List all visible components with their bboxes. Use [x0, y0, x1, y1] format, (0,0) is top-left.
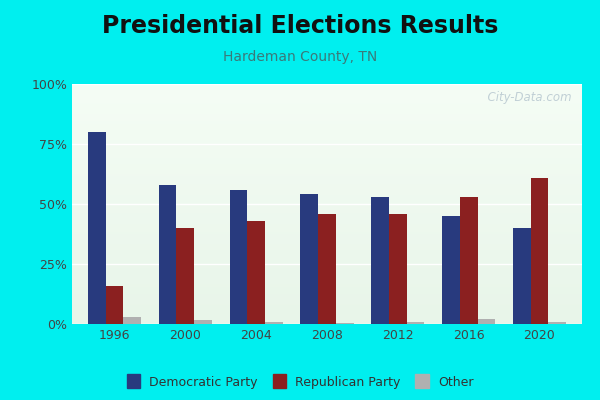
Text: Hardeman County, TN: Hardeman County, TN — [223, 50, 377, 64]
Bar — [530, 178, 548, 324]
Bar — [407, 322, 424, 324]
Bar — [301, 194, 318, 324]
Bar — [513, 228, 530, 324]
Text: City-Data.com: City-Data.com — [480, 91, 572, 104]
Bar — [88, 132, 106, 324]
Bar — [124, 317, 141, 324]
Bar — [247, 221, 265, 324]
Bar — [389, 214, 407, 324]
Text: Presidential Elections Results: Presidential Elections Results — [102, 14, 498, 38]
Bar — [336, 323, 353, 324]
Bar — [106, 286, 124, 324]
Bar — [478, 319, 495, 324]
Bar — [230, 190, 247, 324]
Bar — [460, 197, 478, 324]
Legend: Democratic Party, Republican Party, Other: Democratic Party, Republican Party, Othe… — [124, 374, 476, 392]
Bar — [548, 322, 566, 324]
Bar — [442, 216, 460, 324]
Bar — [194, 320, 212, 324]
Bar — [176, 228, 194, 324]
Bar — [371, 197, 389, 324]
Bar — [318, 214, 336, 324]
Bar — [159, 185, 176, 324]
Bar — [265, 322, 283, 324]
